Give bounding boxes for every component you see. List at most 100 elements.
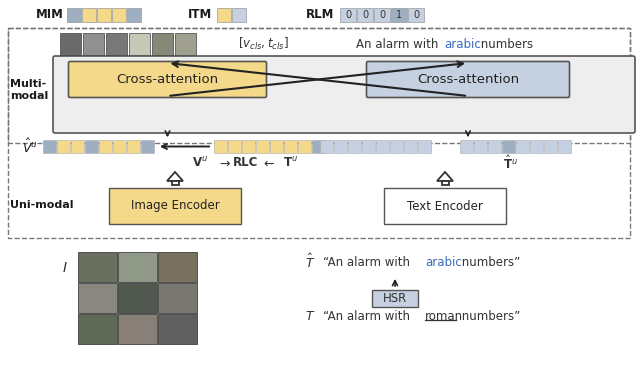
Bar xyxy=(57,140,70,153)
FancyBboxPatch shape xyxy=(367,62,570,98)
Bar xyxy=(391,8,407,22)
Bar xyxy=(418,140,431,153)
Bar xyxy=(71,140,84,153)
Bar xyxy=(362,140,375,153)
Bar xyxy=(127,140,140,153)
Bar xyxy=(334,140,347,153)
Text: arabic: arabic xyxy=(425,255,461,269)
Text: numbers: numbers xyxy=(477,38,533,51)
Text: Uni-modal: Uni-modal xyxy=(10,200,74,210)
Bar xyxy=(460,140,473,153)
Text: 0: 0 xyxy=(379,10,385,20)
Bar xyxy=(106,33,127,55)
Bar xyxy=(118,252,157,282)
Text: An alarm with: An alarm with xyxy=(356,38,442,51)
Bar xyxy=(544,140,557,153)
Bar xyxy=(85,140,98,153)
Bar xyxy=(320,140,333,153)
Bar xyxy=(374,8,390,22)
Bar xyxy=(558,140,571,153)
Polygon shape xyxy=(442,181,449,185)
Text: Cross-attention: Cross-attention xyxy=(116,73,219,86)
Bar xyxy=(60,33,81,55)
Text: 0: 0 xyxy=(345,10,351,20)
Text: “An alarm with: “An alarm with xyxy=(323,255,413,269)
Text: roman: roman xyxy=(425,309,463,323)
Bar xyxy=(97,8,111,22)
Bar xyxy=(502,140,515,153)
Polygon shape xyxy=(172,181,179,185)
Bar xyxy=(127,8,141,22)
Bar xyxy=(357,8,373,22)
Bar xyxy=(78,283,117,313)
Bar xyxy=(67,8,81,22)
Text: HSR: HSR xyxy=(383,292,407,305)
Bar xyxy=(99,140,112,153)
Bar xyxy=(109,188,241,224)
Text: $\mathbf{T}^u$: $\mathbf{T}^u$ xyxy=(282,156,298,170)
Bar xyxy=(118,283,157,313)
Bar xyxy=(376,140,389,153)
Bar xyxy=(232,8,246,22)
Bar xyxy=(270,140,283,153)
Bar xyxy=(158,314,197,344)
Bar xyxy=(214,140,227,153)
Text: Cross-attention: Cross-attention xyxy=(417,73,519,86)
Bar xyxy=(228,140,241,153)
Text: $\hat{T}$: $\hat{T}$ xyxy=(305,253,316,271)
Bar xyxy=(340,8,356,22)
Bar xyxy=(175,33,196,55)
Bar xyxy=(488,140,501,153)
Bar xyxy=(152,33,173,55)
Text: $T$: $T$ xyxy=(305,309,316,323)
Text: $\mathbf{V}^u$: $\mathbf{V}^u$ xyxy=(192,156,208,170)
FancyBboxPatch shape xyxy=(68,62,266,98)
Bar xyxy=(516,140,529,153)
Bar xyxy=(8,28,630,143)
Text: MIM: MIM xyxy=(36,8,64,22)
Bar xyxy=(312,140,325,153)
Text: 0: 0 xyxy=(413,10,419,20)
Text: 1: 1 xyxy=(396,10,402,20)
Text: Text Encoder: Text Encoder xyxy=(407,200,483,212)
Bar xyxy=(43,140,56,153)
Text: ITM: ITM xyxy=(188,8,212,22)
Bar xyxy=(404,140,417,153)
Text: $\hat{V}^u$: $\hat{V}^u$ xyxy=(22,138,38,155)
Bar xyxy=(78,252,117,282)
Text: RLC: RLC xyxy=(234,157,259,169)
Text: 0: 0 xyxy=(362,10,368,20)
Bar xyxy=(348,140,361,153)
Text: numbers”: numbers” xyxy=(458,255,520,269)
Bar xyxy=(158,283,197,313)
Bar xyxy=(118,314,157,344)
Text: $\rightarrow$: $\rightarrow$ xyxy=(217,157,231,169)
Bar xyxy=(82,8,96,22)
Text: arabic: arabic xyxy=(444,38,481,51)
Text: RLM: RLM xyxy=(306,8,334,22)
Text: Image Encoder: Image Encoder xyxy=(131,200,220,212)
Polygon shape xyxy=(437,172,453,181)
Polygon shape xyxy=(167,172,183,181)
Bar xyxy=(256,140,269,153)
Bar xyxy=(372,290,418,307)
FancyBboxPatch shape xyxy=(53,56,635,133)
Bar xyxy=(298,140,311,153)
Text: $\hat{\mathbf{T}}^u$: $\hat{\mathbf{T}}^u$ xyxy=(502,154,518,172)
Bar xyxy=(474,140,487,153)
Bar xyxy=(284,140,297,153)
Text: $I$: $I$ xyxy=(62,261,68,275)
Bar xyxy=(113,140,126,153)
Bar xyxy=(408,8,424,22)
Text: $\leftarrow$: $\leftarrow$ xyxy=(261,157,275,169)
Bar xyxy=(384,188,506,224)
Bar xyxy=(129,33,150,55)
Text: “An alarm with: “An alarm with xyxy=(323,309,413,323)
Bar xyxy=(112,8,126,22)
Bar xyxy=(390,140,403,153)
Bar xyxy=(83,33,104,55)
Bar xyxy=(242,140,255,153)
Bar xyxy=(8,28,630,238)
Text: $[v_{cls}, t_{cls}]$: $[v_{cls}, t_{cls}]$ xyxy=(237,36,289,52)
Text: numbers”: numbers” xyxy=(458,309,520,323)
